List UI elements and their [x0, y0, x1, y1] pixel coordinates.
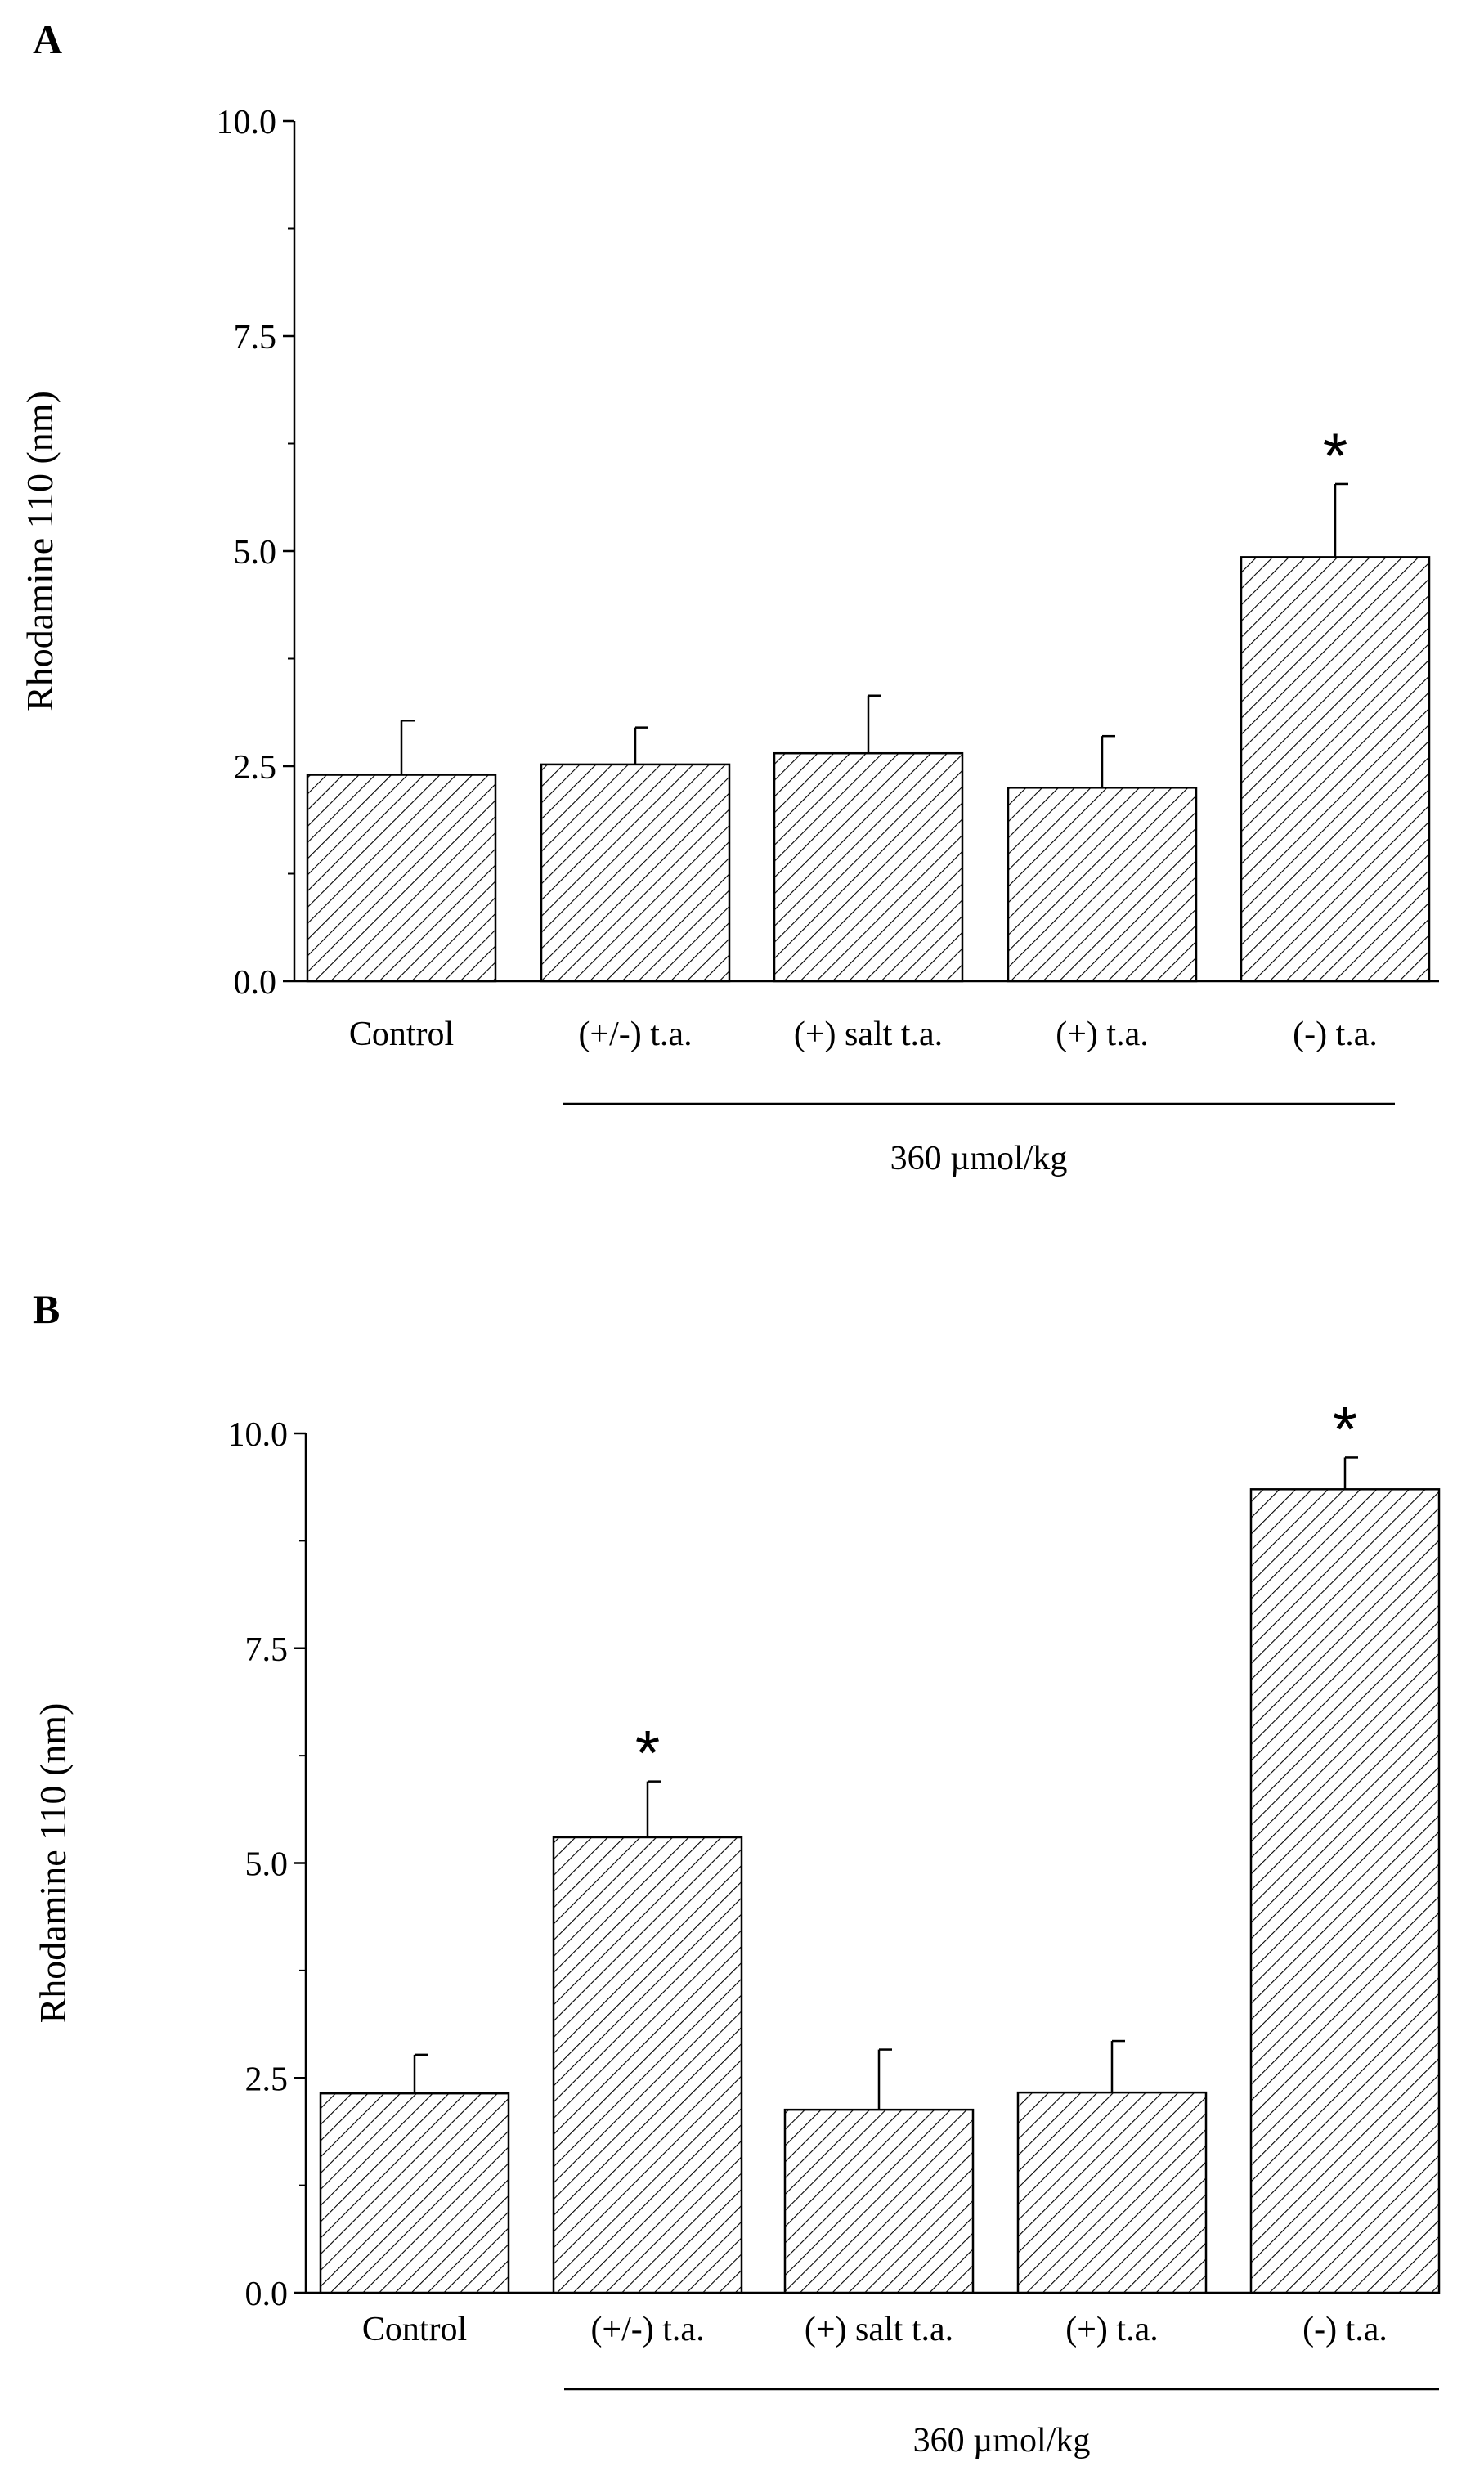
bar [773, 751, 964, 983]
y-tick-label: 5.0 [234, 534, 277, 572]
bar [1007, 787, 1198, 983]
significance-marker: * [1323, 419, 1347, 491]
x-tick-label: (+) t.a. [1065, 2311, 1158, 2348]
y-tick-label: 2.5 [234, 749, 277, 787]
x-tick-label: (-) t.a. [1302, 2311, 1388, 2348]
y-tick-label: 5.0 [245, 1846, 289, 1884]
bar [1249, 1488, 1441, 2294]
y-tick-label: 10.0 [217, 104, 277, 141]
y-axis-label: Rhodamine 110 (nm) [19, 391, 61, 711]
bar [306, 774, 497, 983]
y-tick-label: 7.5 [234, 319, 277, 357]
x-tick-label: (-) t.a. [1293, 1016, 1378, 1053]
x-tick-label: (+/-) t.a. [578, 1016, 692, 1053]
x-tick-label: (+) salt t.a. [794, 1016, 943, 1053]
bar [1240, 556, 1431, 983]
x-tick-label: Control [349, 1016, 454, 1053]
y-axis-label: Rhodamine 110 (nm) [32, 1703, 74, 2024]
x-tick-label: Control [362, 2311, 467, 2348]
y-tick-label: 0.0 [234, 964, 277, 1002]
bar [1016, 2091, 1208, 2294]
bar [319, 2092, 510, 2294]
x-tick-label: (+) t.a. [1056, 1016, 1148, 1053]
group-label: 360 µmol/kg [890, 1140, 1068, 1177]
y-tick-label: 7.5 [245, 1631, 289, 1669]
bar [783, 2108, 975, 2294]
panel-a: A 0.0 2.5 5.0 7.5 10.0 Rhodamine 110 (nm) Contr… [19, 16, 1439, 1177]
y-tick-label: 2.5 [245, 2061, 289, 2098]
bar [552, 1836, 743, 2294]
x-tick-label: (+/-) t.a. [590, 2311, 704, 2348]
bar [540, 763, 731, 983]
significance-marker: * [635, 1717, 660, 1789]
y-tick-label: 0.0 [245, 2276, 289, 2313]
panel-label: A [33, 16, 62, 62]
panel-b: B 0.0 2.5 5.0 7.5 10.0 Rhodamine 110 (nm) Contr… [32, 1286, 1441, 2460]
x-tick-label: (+) salt t.a. [805, 2311, 953, 2348]
y-tick-label: 10.0 [228, 1416, 289, 1454]
significance-marker: * [1333, 1392, 1357, 1464]
panel-label: B [33, 1286, 60, 1332]
group-label: 360 µmol/kg [913, 2422, 1091, 2460]
